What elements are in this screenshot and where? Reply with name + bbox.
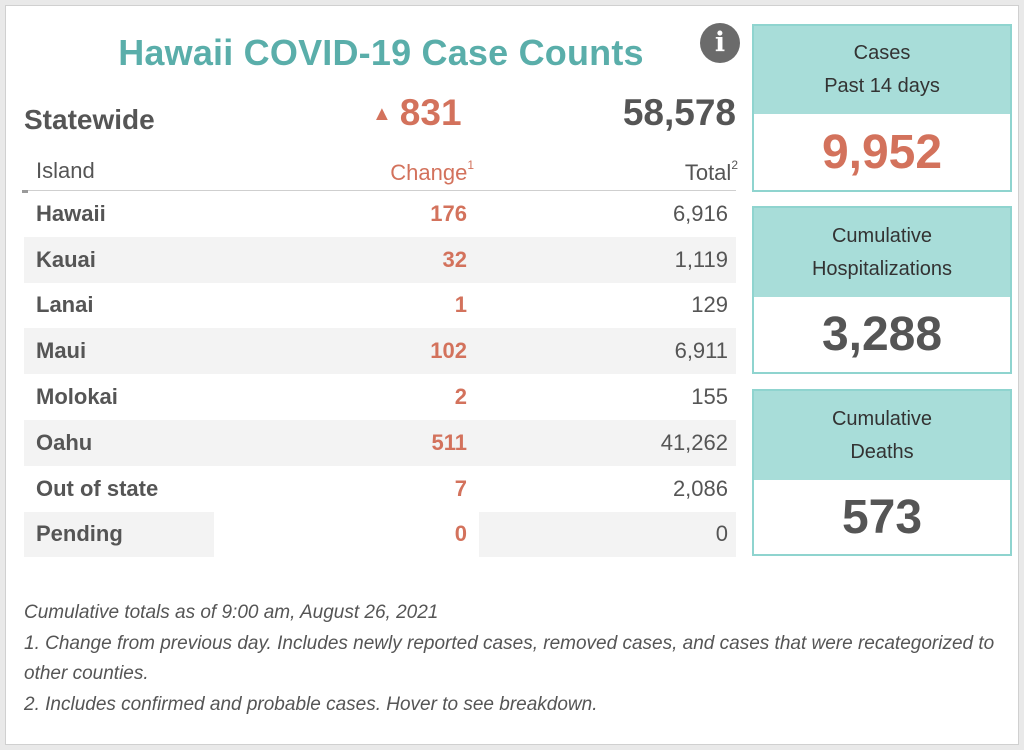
kpi-card-header: Cases Past 14 days: [754, 26, 1010, 114]
row-background: [24, 419, 736, 466]
column-header-total-label: Total: [684, 160, 732, 185]
table-row[interactable]: Kauai 32 1,119: [24, 236, 736, 283]
column-header-total: Total2: [566, 158, 738, 186]
footnotes: Cumulative totals as of 9:00 am, August …: [24, 598, 1004, 720]
total-value: 129: [691, 292, 728, 318]
island-name: Maui: [36, 338, 87, 364]
kpi-card-cases-14-days[interactable]: Cases Past 14 days 9,952: [752, 24, 1012, 192]
change-value: 2: [454, 384, 467, 410]
footnote-marker-2: 2: [731, 158, 738, 172]
island-name: Molokai: [36, 384, 118, 410]
row-background: [24, 236, 736, 283]
footnote-as-of: Cumulative totals as of 9:00 am, August …: [24, 602, 439, 623]
column-header-change: Change1: [306, 158, 474, 186]
island-name: Out of state: [36, 475, 159, 501]
info-icon[interactable]: i: [700, 23, 740, 63]
statewide-change-value: 831: [399, 92, 462, 133]
total-value: 6,911: [674, 338, 728, 364]
change-value: 511: [431, 429, 468, 455]
kpi-card-deaths[interactable]: Cumulative Deaths 573: [752, 389, 1012, 556]
kpi-card-title-line1: Cases: [853, 42, 911, 64]
kpi-card-header: Cumulative Deaths: [754, 391, 1010, 480]
column-header-change-label: Change: [390, 160, 468, 185]
up-triangle-icon: ▲: [372, 103, 392, 125]
change-value: 176: [430, 200, 467, 226]
page-title: Hawaii COVID-19 Case Counts: [118, 32, 644, 73]
island-name: Oahu: [36, 429, 93, 455]
island-table: Hawaii 176 6,916 Kauai 32 1,119 Lanai 1 …: [24, 191, 736, 558]
kpi-card-value: 9,952: [821, 125, 943, 179]
island-name: Pending: [36, 521, 123, 547]
statewide-change: ▲ 831: [372, 92, 462, 134]
change-value: 7: [454, 475, 467, 501]
table-row[interactable]: Maui 102 6,911: [24, 328, 736, 375]
change-value: 102: [430, 338, 467, 364]
total-value: 6,916: [672, 200, 728, 226]
header-divider-handle[interactable]: [22, 190, 28, 193]
dashboard-frame: Hawaii COVID-19 Case Counts i Statewide …: [5, 5, 1019, 745]
kpi-card-title-line2: Deaths: [850, 440, 914, 463]
column-header-island: Island: [36, 158, 95, 183]
kpi-card-value: 3,288: [821, 308, 943, 361]
kpi-card-value: 573: [841, 490, 923, 544]
total-value: 41,262: [660, 429, 728, 455]
total-value: 2,086: [672, 475, 728, 501]
table-row[interactable]: Out of state 7 2,086: [24, 466, 736, 512]
change-value: 32: [442, 246, 467, 272]
footnote-2: 2. Includes confirmed and probable cases…: [24, 693, 598, 715]
change-value: 0: [454, 521, 467, 547]
change-value: 1: [454, 292, 467, 318]
header-divider: [24, 190, 736, 191]
row-background: [24, 511, 214, 558]
row-background: [479, 511, 736, 558]
kpi-card-title-line1: Cumulative: [831, 407, 933, 430]
kpi-card-title-line1: Cumulative: [831, 224, 933, 247]
total-value: 155: [691, 384, 728, 410]
footnote-1: 1. Change from previous day. Includes ne…: [24, 632, 995, 685]
island-name: Kauai: [36, 246, 96, 272]
table-row[interactable]: Molokai 2 155: [24, 374, 736, 420]
island-name: Lanai: [36, 292, 94, 318]
total-value: 0: [715, 521, 728, 547]
table-row[interactable]: Hawaii 176 6,916: [24, 191, 736, 237]
table-row[interactable]: Pending 0 0: [24, 511, 736, 558]
kpi-card-title-line2: Hospitalizations: [811, 257, 953, 280]
kpi-card-header: Cumulative Hospitalizations: [754, 208, 1010, 297]
footnote-marker-1: 1: [467, 158, 474, 172]
statewide-label: Statewide: [24, 104, 155, 135]
table-row[interactable]: Lanai 1 129: [24, 283, 736, 329]
statewide-total: 58,578: [622, 92, 736, 133]
kpi-card-hospitalizations[interactable]: Cumulative Hospitalizations 3,288: [752, 206, 1012, 374]
table-row[interactable]: Oahu 511 41,262: [24, 419, 736, 466]
kpi-card-title-line2: Past 14 days: [824, 75, 940, 97]
island-name: Hawaii: [36, 200, 106, 226]
total-value: 1,119: [674, 246, 728, 272]
row-background: [24, 328, 736, 375]
